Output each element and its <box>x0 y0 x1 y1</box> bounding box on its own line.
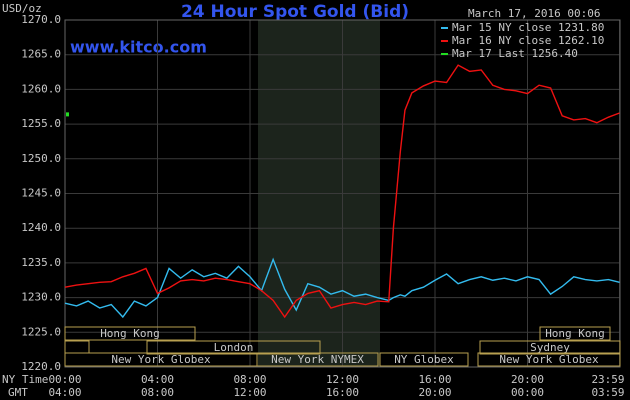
y-tick-label: 1245.0 <box>21 187 61 200</box>
session-label: New York Globex <box>499 353 599 366</box>
session-label: New York Globex <box>111 353 211 366</box>
gmt-tick-label: 03:59 <box>591 386 624 399</box>
legend-label: Mar 16 NY close 1262.10 <box>452 34 604 47</box>
session-box <box>146 340 321 355</box>
series-line <box>64 257 620 319</box>
timestamp: March 17, 2016 00:06 <box>468 7 600 20</box>
last-point <box>66 112 69 117</box>
session-box <box>256 352 379 367</box>
session-box <box>539 326 611 341</box>
x-tick-label: 00:00 <box>48 373 81 386</box>
gmt-tick-label: 16:00 <box>326 386 359 399</box>
y-axis-label: USD/oz <box>2 2 42 15</box>
session-label: Hong Kong <box>545 327 605 340</box>
y-tick-label: 1250.0 <box>21 152 61 165</box>
y-tick-label: 1240.0 <box>21 221 61 234</box>
y-tick-label: 1235.0 <box>21 256 61 269</box>
x-tick-label: 16:00 <box>418 373 451 386</box>
session-box <box>64 326 196 341</box>
y-tick-label: 1255.0 <box>21 117 61 130</box>
plot-border <box>64 19 621 368</box>
session-label: NY Globex <box>394 353 454 366</box>
y-tick-label: 1260.0 <box>21 82 61 95</box>
session-box <box>477 352 621 367</box>
session-label: Hong Kong <box>100 327 160 340</box>
x-tick-label: 23:59 <box>591 373 624 386</box>
series-line <box>64 64 620 319</box>
chart-title: 24 Hour Spot Gold (Bid) <box>181 2 409 22</box>
gmt-tick-label: 12:00 <box>233 386 266 399</box>
session-label: London <box>214 341 254 354</box>
x-row-label: NY Time <box>2 373 48 386</box>
x-tick-label: 12:00 <box>326 373 359 386</box>
session-label: New York NYMEX <box>271 353 364 366</box>
gmt-tick-label: 04:00 <box>48 386 81 399</box>
watermark: www.kitco.com <box>70 38 207 57</box>
x-tick-label: 08:00 <box>233 373 266 386</box>
legend-label: Mar 15 NY close 1231.80 <box>452 21 604 34</box>
y-tick-label: 1265.0 <box>21 48 61 61</box>
session-box <box>64 340 90 354</box>
x-tick-label: 20:00 <box>511 373 544 386</box>
legend-label: Mar 17 Last 1256.40 <box>452 47 578 60</box>
y-tick-label: 1225.0 <box>21 325 61 338</box>
y-tick-label: 1270.0 <box>21 13 61 26</box>
gmt-tick-label: 20:00 <box>418 386 451 399</box>
y-tick-label: 1230.0 <box>21 291 61 304</box>
x-row-label: GMT <box>8 386 28 399</box>
session-box <box>379 352 469 367</box>
session-box <box>479 340 621 355</box>
x-tick-label: 04:00 <box>141 373 174 386</box>
session-label: Sydney <box>530 341 570 354</box>
y-tick-label: 1220.0 <box>21 360 61 373</box>
gmt-tick-label: 08:00 <box>141 386 174 399</box>
gmt-tick-label: 00:00 <box>511 386 544 399</box>
